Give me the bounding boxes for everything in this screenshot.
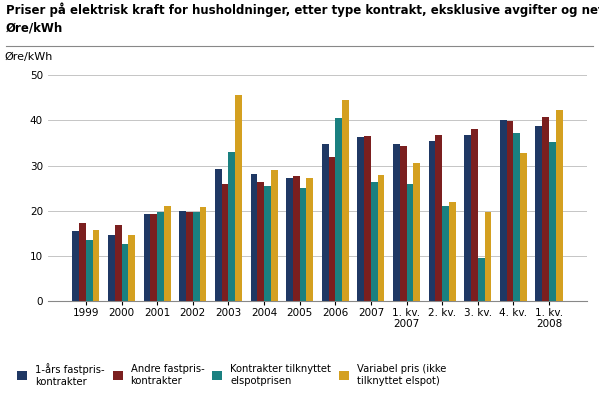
Text: Priser på elektrisk kraft for husholdninger, etter type kontrakt, eksklusive avg: Priser på elektrisk kraft for husholdnin… [6, 2, 599, 17]
Text: Øre/kWh: Øre/kWh [6, 22, 63, 35]
Bar [271, 170, 277, 301]
Bar [144, 214, 150, 301]
Bar [413, 163, 420, 301]
Bar [478, 258, 485, 301]
Bar [150, 214, 157, 301]
Bar [377, 175, 385, 301]
Bar [215, 169, 222, 301]
Bar [513, 133, 520, 301]
Bar [228, 152, 235, 301]
Text: Øre/kWh: Øre/kWh [5, 52, 53, 62]
Bar [93, 230, 99, 301]
Bar [157, 213, 164, 301]
Bar [293, 176, 300, 301]
Bar [435, 135, 442, 301]
Bar [536, 126, 542, 301]
Bar [222, 185, 228, 301]
Bar [400, 146, 407, 301]
Bar [307, 178, 313, 301]
Bar [193, 211, 199, 301]
Bar [485, 212, 491, 301]
Bar [464, 135, 471, 301]
Bar [449, 202, 456, 301]
Bar [335, 118, 342, 301]
Bar [179, 211, 186, 301]
Bar [500, 120, 507, 301]
Bar [542, 117, 549, 301]
Bar [442, 206, 449, 301]
Legend: 1-års fastpris-
kontrakter, Andre fastpris-
kontrakter, Kontrakter tilknyttet
el: 1-års fastpris- kontrakter, Andre fastpr… [17, 364, 447, 387]
Bar [328, 157, 335, 301]
Bar [108, 234, 115, 301]
Bar [407, 185, 413, 301]
Bar [342, 100, 349, 301]
Bar [72, 231, 79, 301]
Bar [371, 182, 377, 301]
Bar [520, 153, 527, 301]
Bar [122, 244, 128, 301]
Bar [128, 235, 135, 301]
Bar [286, 178, 293, 301]
Bar [322, 144, 328, 301]
Bar [164, 206, 171, 301]
Bar [471, 129, 478, 301]
Bar [556, 110, 562, 301]
Bar [364, 136, 371, 301]
Bar [258, 182, 264, 301]
Bar [264, 186, 271, 301]
Bar [79, 223, 86, 301]
Bar [115, 225, 122, 301]
Bar [235, 95, 242, 301]
Bar [86, 240, 93, 301]
Bar [250, 174, 258, 301]
Bar [199, 207, 206, 301]
Bar [429, 141, 435, 301]
Bar [393, 144, 400, 301]
Bar [300, 188, 307, 301]
Bar [358, 137, 364, 301]
Bar [186, 211, 193, 301]
Bar [507, 121, 513, 301]
Bar [549, 142, 556, 301]
